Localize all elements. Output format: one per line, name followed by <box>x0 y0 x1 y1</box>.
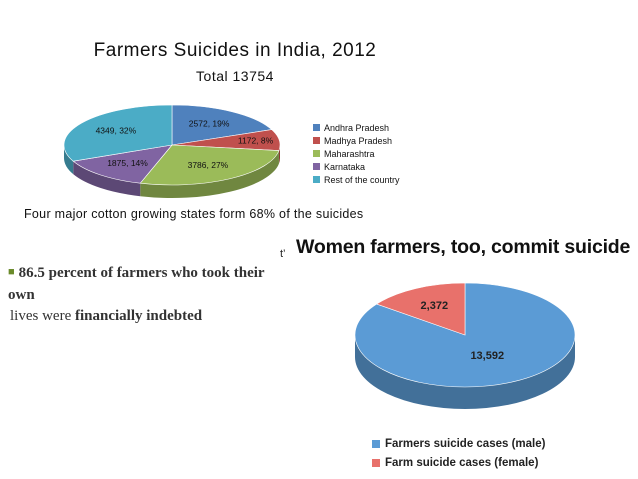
chart1-slice-rest-of-the-country <box>63 104 173 162</box>
chart1-legend-label: Maharashtra <box>324 148 375 159</box>
chart1-data-label-madhya-pradesh: 1172, 8% <box>238 135 274 145</box>
chart2-legend-label: Farm suicide cases (female) <box>385 456 539 469</box>
chart1-slice-andhra-pradesh <box>171 104 273 146</box>
chart2-title: Women farmers, too, commit suicide <box>296 236 631 258</box>
chart2-data-label-farm-suicide-cases-female: 2,372 <box>421 300 449 312</box>
chart1-legend-swatch <box>313 163 320 170</box>
chart1-title: Farmers Suicides in India, 2012 <box>93 40 377 61</box>
chart1-legend-item-maharashtra: Maharashtra <box>313 147 400 160</box>
chart1-legend-label: Rest of the country <box>324 174 400 185</box>
chart1-legend-swatch <box>313 124 320 131</box>
chart1-legend-swatch <box>313 150 320 157</box>
chart1-slice-maharashtra <box>139 144 280 186</box>
chart1-legend-item-karnataka: Karnataka <box>313 160 400 173</box>
chart1-legend: Andhra Pradesh Madhya Pradesh Maharashtra K… <box>313 121 400 186</box>
chart1-slice-side-rest-of-the-country <box>64 145 74 175</box>
chart1-legend-item-madhya-pradesh: Madhya Pradesh <box>313 134 400 147</box>
chart1-data-label-rest-of-the-country: 4349, 32% <box>96 126 137 136</box>
chart2-legend-label: Farmers suicide cases (male) <box>385 437 546 450</box>
chart2-legend: Farmers suicide cases (male) Farm suicide… <box>372 434 545 472</box>
stray-text: t’ <box>280 248 286 260</box>
bullet-line2-bold: financially indebted <box>74 308 203 324</box>
bullet-icon: ■ <box>8 266 15 278</box>
chart1-data-label-karnataka: 1875, 14% <box>107 158 148 168</box>
bullet-line1: 86.5 percent of farmers who took their o… <box>8 265 265 303</box>
chart2-legend-item-farmers-suicide-cases-male: Farmers suicide cases (male) <box>372 434 545 453</box>
chart2-legend-swatch <box>372 439 380 448</box>
chart1-legend-swatch <box>313 176 320 183</box>
chart2-data-label-farmers-suicide-cases-male: 13,592 <box>470 350 504 362</box>
chart2-slice-farm-suicide-cases-female <box>375 282 466 336</box>
chart1-legend-swatch <box>313 137 320 144</box>
chart1-data-label-maharashtra: 3786, 27% <box>188 160 229 170</box>
chart1-pie: 2572, 19% 1172, 8% 3786, 27% 1875, 14% 4349,… <box>63 104 281 198</box>
chart1-legend-item-andhra-pradesh: Andhra Pradesh <box>313 121 400 134</box>
chart1-caption: Four major cotton growing states form 68… <box>24 207 364 221</box>
chart1-legend-label: Madhya Pradesh <box>324 135 393 146</box>
chart1-slice-karnataka <box>72 144 173 184</box>
chart2-legend-swatch <box>372 458 380 467</box>
chart1-slice-side-maharashtra <box>140 150 279 198</box>
chart2-legend-item-farm-suicide-cases-female: Farm suicide cases (female) <box>372 453 545 472</box>
chart1-slice-side-karnataka <box>73 161 141 197</box>
chart2-pie: 13,592 2,372 <box>354 282 576 409</box>
chart1-legend-item-rest-of-the-country: Rest of the country <box>313 173 400 186</box>
bullet-line2-pre: lives were <box>10 308 75 324</box>
chart1-subtitle: Total 13754 <box>196 68 274 84</box>
chart2-slice-side-farmers-suicide-cases-male <box>355 335 575 409</box>
chart1-legend-label: Karnataka <box>324 161 366 172</box>
indebted-bullet: ■ 86.5 percent of farmers who took their … <box>8 263 278 327</box>
chart1-legend-label: Andhra Pradesh <box>324 122 390 133</box>
chart1-slice-side-madhya-pradesh <box>278 145 280 164</box>
chart1-data-label-andhra-pradesh: 2572, 19% <box>189 119 230 129</box>
